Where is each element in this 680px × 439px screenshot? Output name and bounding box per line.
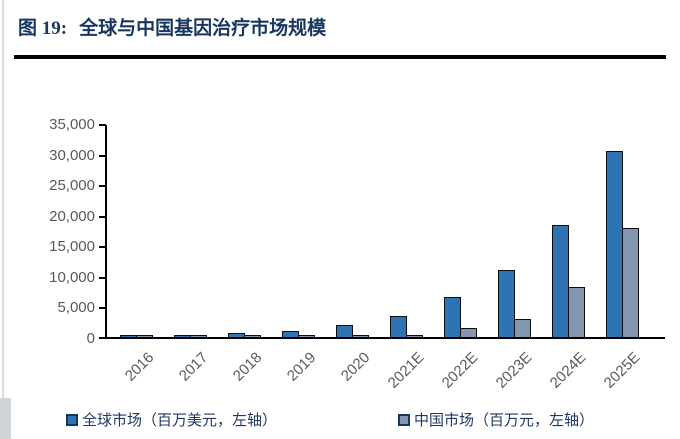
china-market-bar-2020 [352, 335, 369, 337]
figure-label: 图 19: [18, 18, 68, 39]
global-market-bar-2016 [120, 335, 137, 337]
china-market-bar-2018 [244, 335, 261, 337]
y-axis-tick-mark [99, 246, 106, 249]
china-market-bar-2019 [298, 335, 315, 337]
figure-title: 全球与中国基因治疗市场规模 [79, 18, 327, 39]
y-axis-tick-label: 20,000 [49, 207, 95, 225]
x-axis-label-2016: 2016 [121, 349, 158, 385]
y-axis-tick-mark [99, 154, 106, 157]
global-market-bar-2019 [282, 330, 299, 337]
y-axis-tick-mark [99, 276, 106, 279]
x-axis-label-2024E: 2024E [546, 349, 590, 392]
y-axis-tick-mark [99, 185, 106, 188]
page-left-border [2, 0, 4, 398]
y-axis-tick-label: 15,000 [49, 238, 95, 256]
y-axis-tick-label: 30,000 [49, 146, 95, 164]
x-axis-label-2019: 2019 [283, 349, 320, 385]
china-market-bar-2024E [568, 286, 585, 337]
china-market-legend-swatch [398, 413, 410, 426]
global-market-bar-2025E [606, 150, 623, 337]
china-market-bar-2022E [460, 327, 477, 337]
global-market-bar-2020 [336, 324, 353, 337]
figure-header: 图 19: 全球与中国基因治疗市场规模 [18, 13, 326, 40]
x-axis-label-2025E: 2025E [600, 349, 644, 392]
china-market-bar-2021E [406, 335, 423, 337]
x-axis-label-2022E: 2022E [438, 349, 482, 392]
x-axis-label-2023E: 2023E [492, 349, 536, 392]
global-market-legend-swatch [66, 413, 78, 426]
x-axis-labels: 2016 2017 2018 2019 2020 2021E 2022E 2023E 2024E… [107, 337, 665, 399]
global-market-legend-label: 全球市场（百万美元，左轴） [82, 413, 278, 429]
y-axis-tick-label: 0 [86, 330, 95, 347]
china-market-legend-label: 中国市场（百万元，左轴） [414, 413, 595, 429]
global-market-bar-2023E [498, 269, 515, 337]
global-market-bar-2022E [444, 297, 461, 337]
global-market-bar-2021E [390, 315, 407, 337]
y-axis-tick-mark [99, 307, 106, 310]
title-divider-rule [14, 55, 666, 59]
china-market-bar-2025E [622, 227, 639, 337]
china-market-bar-2017 [190, 335, 207, 337]
page-corner-patch [0, 398, 11, 439]
y-axis-tick-mark [99, 215, 106, 218]
y-axis-tick-label: 35,000 [49, 116, 95, 133]
y-axis-tick-label: 25,000 [49, 177, 95, 195]
legend-item-global: 全球市场（百万美元，左轴） [66, 409, 277, 430]
y-axis-tick-mark [99, 124, 106, 126]
y-axis-tick-label: 10,000 [49, 268, 95, 286]
x-axis-label-2018: 2018 [229, 349, 266, 385]
x-axis-label-2017: 2017 [175, 349, 212, 385]
china-market-bar-2023E [514, 318, 531, 337]
global-market-bar-2017 [174, 335, 191, 337]
bar-chart-plot-area: 2016 2017 2018 2019 2020 2021E 2022E 2023E 2024E… [49, 116, 665, 392]
x-axis-label-2020: 2020 [337, 349, 374, 385]
y-axis-tick-label: 5,000 [57, 299, 95, 317]
global-market-bar-2024E [552, 225, 569, 337]
china-market-bar-2016 [136, 335, 153, 337]
legend-item-china: 中国市场（百万元，左轴） [398, 409, 594, 430]
x-axis-label-2021E: 2021E [384, 349, 428, 392]
global-market-bar-2018 [228, 333, 245, 337]
x-axis-extension [99, 337, 107, 339]
